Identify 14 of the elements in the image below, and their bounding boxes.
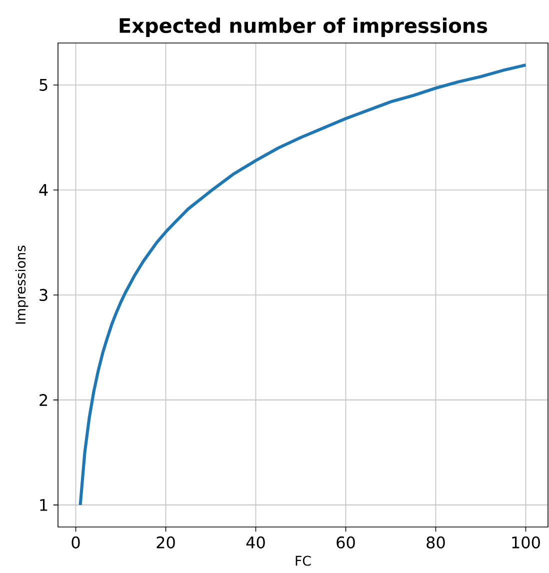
x-tick-label: 20 (156, 536, 175, 548)
x-axis-title: FC (296, 556, 311, 566)
x-tick-label: 80 (426, 536, 445, 548)
y-tick-label: 3 (40, 288, 48, 302)
chart-title: Expected number of impressions (120, 18, 488, 37)
y-tick-label: 2 (40, 394, 48, 406)
y-tick-label: 4 (39, 184, 48, 196)
x-tick-label: 100 (512, 536, 540, 548)
y-tick-label: 5 (40, 79, 48, 91)
y-axis-title: Impressions (15, 246, 28, 324)
x-tick-label: 0 (72, 536, 80, 548)
y-tick-label: 1 (40, 499, 48, 511)
x-tick-label: 60 (336, 536, 355, 548)
x-tick-label: 40 (246, 536, 265, 548)
